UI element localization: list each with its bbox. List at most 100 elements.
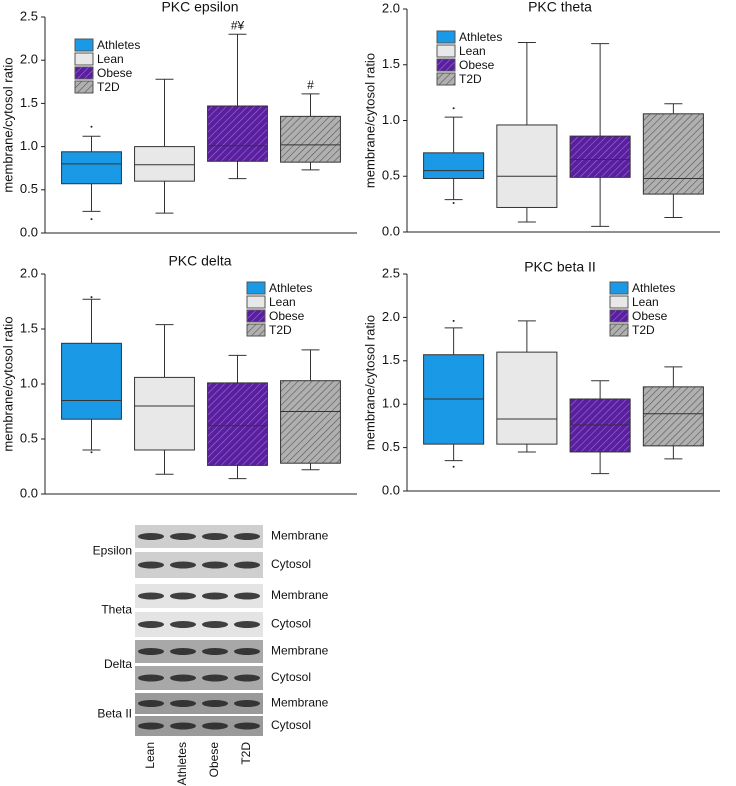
legend-swatch xyxy=(436,44,456,58)
outlier xyxy=(90,218,93,221)
blot-row-label: Membrane xyxy=(271,644,329,658)
blot-band xyxy=(234,700,260,707)
y-tick-label: 1.5 xyxy=(20,320,38,335)
legend-swatch xyxy=(246,309,266,323)
y-tick-label: 2.0 xyxy=(382,309,400,324)
y-tick-label: 1.5 xyxy=(20,95,38,110)
blot-band xyxy=(170,674,196,682)
y-tick-label: 2.5 xyxy=(382,265,400,280)
blot-band xyxy=(202,533,228,540)
blot-strip xyxy=(135,693,263,714)
y-tick-label: 0.0 xyxy=(382,223,400,238)
legend-swatch xyxy=(74,38,94,52)
y-tick-label: 2.0 xyxy=(20,52,38,67)
y-tick-label: 0.0 xyxy=(20,224,38,239)
chart-title: PKC epsilon xyxy=(161,0,238,15)
blot-band xyxy=(202,621,228,628)
blot-band xyxy=(170,533,196,540)
y-tick-label: 0.5 xyxy=(20,430,38,445)
blot-band xyxy=(170,648,196,655)
blot-band xyxy=(202,700,228,707)
legend-label: Lean xyxy=(632,295,659,309)
box xyxy=(280,115,341,163)
legend-label: Athletes xyxy=(269,281,312,295)
blot-band xyxy=(138,533,164,540)
y-tick-label: 1.5 xyxy=(382,352,400,367)
blot-band xyxy=(138,674,164,682)
blot-band xyxy=(170,621,196,628)
box xyxy=(423,152,485,179)
blot-band xyxy=(202,561,228,569)
legend-label: Athletes xyxy=(459,30,502,44)
outlier xyxy=(90,125,93,128)
blot-row-label: Membrane xyxy=(271,696,329,710)
blot-band xyxy=(234,722,260,730)
box xyxy=(134,376,195,451)
blot-band xyxy=(170,700,196,707)
legend-swatch xyxy=(609,309,629,323)
outlier xyxy=(452,202,455,205)
y-tick-label: 1.0 xyxy=(20,138,38,153)
legend-label: T2D xyxy=(632,323,655,337)
blot-band xyxy=(138,722,164,730)
blot-lane-label: Obese xyxy=(207,742,221,778)
blot-row-label: Cytosol xyxy=(271,718,311,732)
blot-row-label: Membrane xyxy=(271,529,329,543)
legend-swatch xyxy=(609,281,629,295)
y-tick-label: 1.0 xyxy=(382,112,400,127)
blot-strip xyxy=(135,525,263,548)
box xyxy=(207,105,268,162)
blot-group-label: Delta xyxy=(104,657,132,671)
legend-label: Obese xyxy=(632,309,668,323)
blot-group-label: Beta II xyxy=(97,707,132,721)
blot-band xyxy=(234,621,260,628)
blot-band xyxy=(138,700,164,707)
legend-label: Athletes xyxy=(97,38,140,52)
annotation: # xyxy=(307,78,314,92)
legend-swatch xyxy=(74,66,94,80)
outlier xyxy=(452,107,455,110)
legend-swatch xyxy=(246,295,266,309)
legend-label: Obese xyxy=(97,66,133,80)
blot-band xyxy=(202,592,228,600)
blot-band xyxy=(202,648,228,655)
blot-band xyxy=(234,533,260,540)
box xyxy=(642,386,704,447)
y-axis-label: membrane/cytosol ratio xyxy=(362,53,377,188)
y-tick-label: 0.5 xyxy=(382,168,400,183)
blot-lane-label: T2D xyxy=(239,742,253,765)
legend-swatch xyxy=(246,323,266,337)
y-tick-label: 2.5 xyxy=(20,8,38,23)
annotation: #¥ xyxy=(231,18,245,32)
blot-lane-label: Lean xyxy=(143,742,157,769)
box xyxy=(642,113,704,195)
outlier xyxy=(90,296,93,299)
legend-swatch xyxy=(436,58,456,72)
legend-swatch xyxy=(436,30,456,44)
blot-lane-label: Athletes xyxy=(175,742,189,785)
blot-band xyxy=(170,561,196,569)
blot-group-label: Theta xyxy=(101,603,132,617)
blot-band xyxy=(234,674,260,682)
legend-label: Obese xyxy=(269,309,305,323)
legend-label: Athletes xyxy=(632,281,675,295)
box xyxy=(280,380,341,464)
y-axis-label: membrane/cytosol ratio xyxy=(0,316,15,451)
blot-strip xyxy=(135,716,263,736)
legend-swatch xyxy=(74,80,94,94)
box xyxy=(134,146,195,182)
blot-band xyxy=(202,674,228,682)
y-tick-label: 1.5 xyxy=(382,56,400,71)
box xyxy=(496,124,558,208)
legend-label: Lean xyxy=(459,44,486,58)
y-axis-label: membrane/cytosol ratio xyxy=(362,315,377,450)
box xyxy=(207,382,268,466)
y-axis-label: membrane/cytosol ratio xyxy=(0,57,15,192)
blot-band xyxy=(234,561,260,569)
legend-label: T2D xyxy=(97,80,120,94)
box xyxy=(496,351,558,445)
y-tick-label: 2.0 xyxy=(20,265,38,280)
blot-row-label: Membrane xyxy=(271,588,329,602)
blot-band xyxy=(138,621,164,628)
